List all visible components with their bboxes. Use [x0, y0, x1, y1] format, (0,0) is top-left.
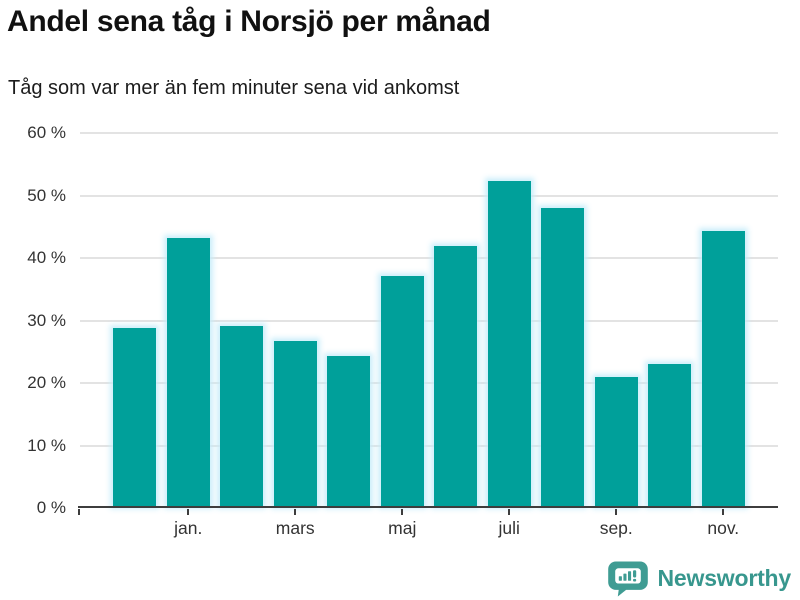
- y-axis-label-60: 60 %: [27, 123, 66, 142]
- x-axis-tick-jan: [187, 509, 190, 515]
- x-axis-label-jan: jan.: [174, 518, 203, 538]
- y-axis-label-30: 30 %: [27, 310, 66, 330]
- x-axis-tick-nov: [722, 509, 725, 515]
- x-axis-tick-maj: [401, 509, 404, 515]
- bar-okt: [648, 363, 692, 506]
- x-axis-label-nov: nov.: [707, 518, 740, 538]
- x-axis-label-sep: sep.: [599, 518, 633, 538]
- newsworthy-logo: Newsworthy: [607, 560, 791, 597]
- bar-apr: [327, 356, 371, 506]
- bar-mars: [273, 341, 317, 506]
- gridline-10: [80, 444, 778, 447]
- x-axis-tick-juli: [508, 509, 511, 515]
- x-axis-label-maj: maj: [388, 518, 417, 538]
- gridline-20: [80, 382, 778, 384]
- y-axis-label-20: 20 %: [27, 373, 66, 392]
- bar-aug: [541, 208, 585, 506]
- x-axis-start-tick: [78, 509, 80, 515]
- bar-feb: [220, 326, 264, 506]
- bar-jan: [166, 238, 210, 506]
- bar-chart-plot-area: 0 % 10 % 20 % 30 % 40 % 50 % 60 % jan. mars maj ju…: [27, 123, 778, 538]
- bar-nov: [701, 231, 745, 506]
- bar-maj: [380, 276, 424, 506]
- bar-juni: [434, 246, 478, 506]
- y-axis-label-0: 0 %: [36, 498, 66, 517]
- x-axis-label-mars: mars: [275, 518, 315, 538]
- bar-dec: [113, 328, 157, 506]
- y-axis-label-10: 10 %: [27, 435, 66, 455]
- chart-subtitle: Tåg som var mer än fem minuter sena vid …: [8, 77, 460, 99]
- x-axis-line: [78, 506, 778, 508]
- gridline-50: [80, 194, 778, 197]
- x-axis-tick-sep: [615, 509, 618, 515]
- bar-juli: [487, 180, 531, 506]
- bar-sep: [594, 376, 638, 506]
- newsworthy-logo-text: Newsworthy: [657, 565, 792, 591]
- gridline-30: [80, 319, 778, 322]
- newsworthy-chart-bubble-icon: [607, 561, 648, 597]
- y-axis-label-40: 40 %: [27, 248, 66, 267]
- x-axis-label-juli: juli: [498, 518, 520, 538]
- chart-title: Andel sena tåg i Norsjö per månad: [7, 5, 491, 38]
- x-axis-tick-mars: [294, 509, 297, 515]
- y-axis-label-50: 50 %: [27, 185, 66, 205]
- gridline-60: [80, 132, 778, 134]
- gridline-40: [80, 257, 778, 259]
